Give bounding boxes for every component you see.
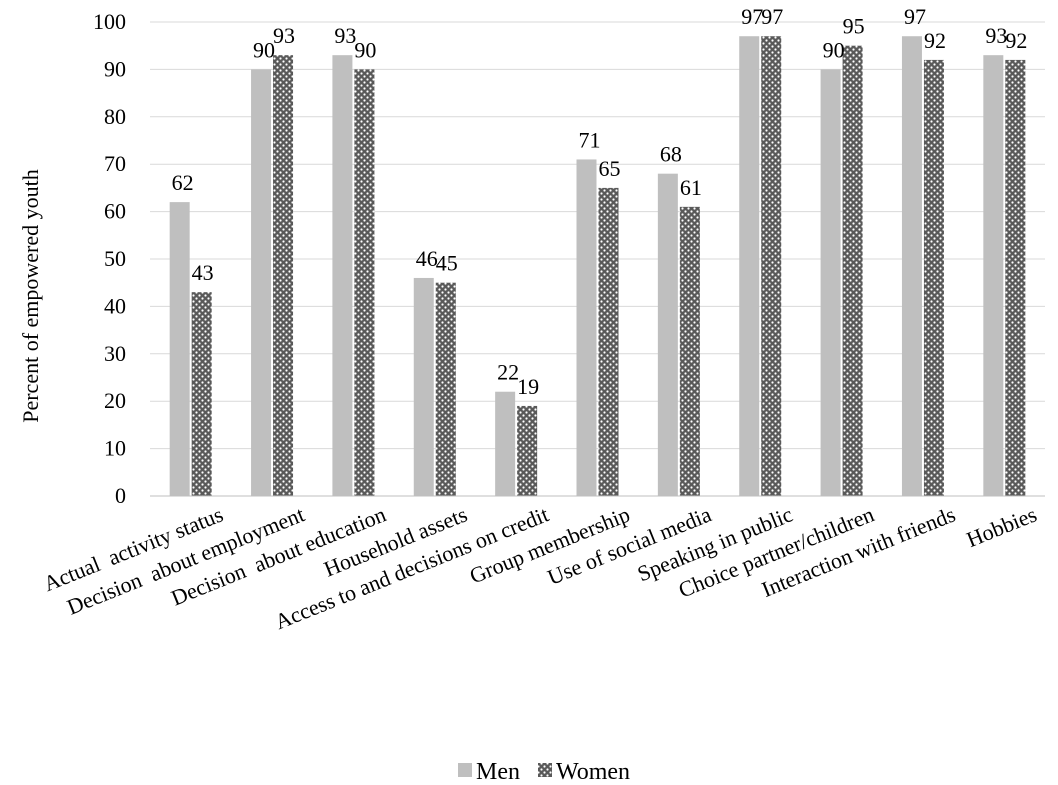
data-label-women-7: 97: [761, 4, 783, 29]
data-label-men-4: 22: [497, 360, 519, 385]
data-label-women-3: 45: [436, 251, 458, 276]
data-label-women-8: 95: [843, 14, 865, 39]
y-tick-label: 60: [104, 199, 126, 224]
bar-men-4: [495, 391, 516, 496]
bar-men-2: [332, 55, 353, 497]
bar-men-0: [169, 202, 190, 496]
data-label-men-8: 90: [823, 37, 845, 62]
data-label-men-5: 71: [579, 127, 601, 152]
y-tick-label: 0: [115, 483, 126, 508]
data-label-men-1: 90: [253, 37, 275, 62]
bar-men-6: [657, 173, 678, 496]
legend-swatch-men: [458, 763, 472, 777]
bar-men-3: [413, 277, 434, 496]
data-label-women-1: 93: [273, 23, 295, 48]
data-label-men-10: 93: [985, 23, 1007, 48]
y-tick-label: 20: [104, 388, 126, 413]
bar-women-7: [761, 36, 782, 496]
legend-label-women: Women: [556, 759, 630, 785]
y-tick-label: 90: [104, 56, 126, 81]
legend-label-men: Men: [476, 759, 520, 785]
bar-women-4: [517, 405, 538, 496]
y-tick-label: 40: [104, 293, 126, 318]
data-label-men-2: 93: [334, 23, 356, 48]
data-label-women-6: 61: [680, 175, 702, 200]
data-label-men-6: 68: [660, 142, 682, 167]
data-label-women-5: 65: [599, 156, 621, 181]
bar-men-7: [739, 36, 760, 496]
bar-women-8: [842, 45, 863, 496]
y-tick-label: 50: [104, 246, 126, 271]
bar-women-10: [1005, 59, 1026, 497]
y-tick-label: 70: [104, 151, 126, 176]
bar-women-9: [923, 59, 944, 497]
data-label-men-7: 97: [741, 4, 763, 29]
bars: [169, 36, 1026, 497]
data-label-women-0: 43: [192, 260, 214, 285]
bar-men-10: [983, 55, 1004, 497]
bar-men-1: [251, 69, 272, 497]
y-axis-ticks: 0 10 20 30 40 50 60 70 80 90 100: [93, 9, 126, 508]
y-tick-label: 30: [104, 341, 126, 366]
x-tick-label: Hobbies: [963, 501, 1040, 552]
data-label-men-3: 46: [416, 246, 438, 271]
y-tick-label: 10: [104, 436, 126, 461]
bar-women-6: [679, 206, 700, 497]
data-label-women-4: 19: [517, 374, 539, 399]
data-label-women-2: 90: [354, 37, 376, 62]
bar-men-9: [901, 36, 922, 496]
legend-swatch-women: [538, 763, 552, 777]
data-label-women-9: 92: [924, 28, 946, 53]
y-tick-label: 80: [104, 104, 126, 129]
bar-men-5: [576, 159, 597, 496]
gridlines: [150, 21, 1045, 450]
legend: Men Women: [458, 759, 630, 785]
data-label-women-10: 92: [1005, 28, 1027, 53]
y-tick-label: 100: [93, 9, 126, 34]
bar-women-5: [598, 187, 619, 496]
y-axis-title: Percent of empowered youth: [18, 169, 43, 423]
bar-men-8: [820, 69, 841, 497]
bar-women-2: [354, 69, 375, 497]
data-label-men-0: 62: [172, 170, 194, 195]
bar-women-1: [273, 55, 294, 497]
data-label-men-9: 97: [904, 4, 926, 29]
bar-women-0: [191, 292, 212, 496]
bar-women-3: [435, 282, 456, 496]
